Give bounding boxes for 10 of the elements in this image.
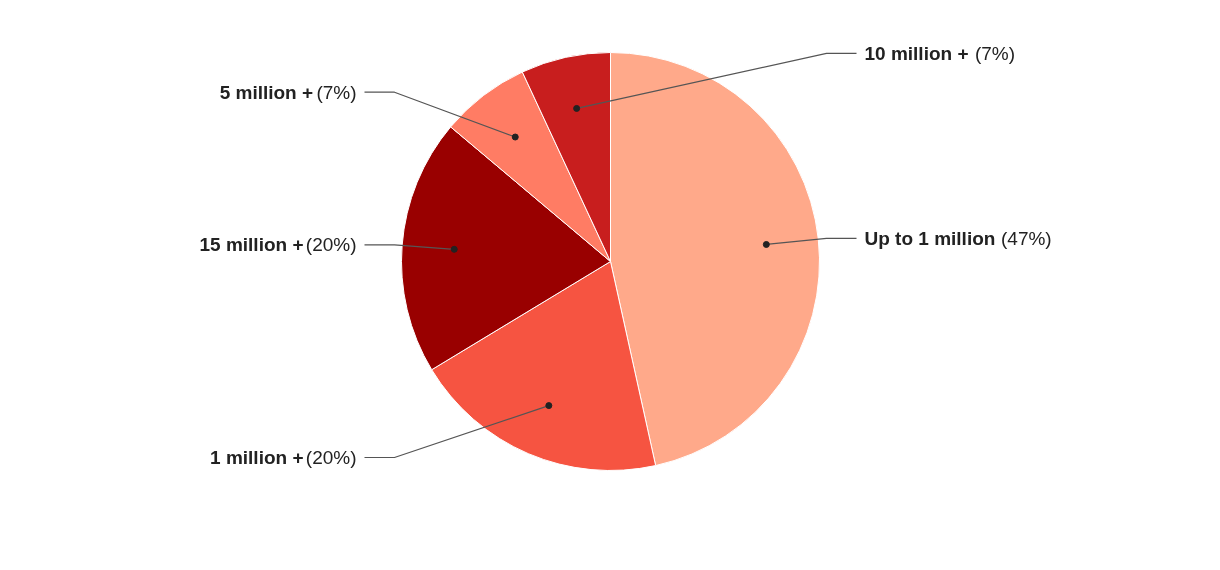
data-label: (20%) — [305, 446, 357, 468]
slice-label: 10 million + — [864, 42, 969, 64]
data-label: (7%) — [316, 81, 357, 103]
data-label: (47%) — [1001, 227, 1052, 249]
data-label: (7%) — [974, 42, 1016, 64]
slice-label: 15 million + — [199, 234, 304, 256]
slice-label: 5 million + — [219, 81, 314, 103]
data-label: (20%) — [305, 234, 357, 256]
slice-label: 1 million + — [210, 446, 304, 468]
slice-label: Up to 1 million — [864, 227, 996, 249]
